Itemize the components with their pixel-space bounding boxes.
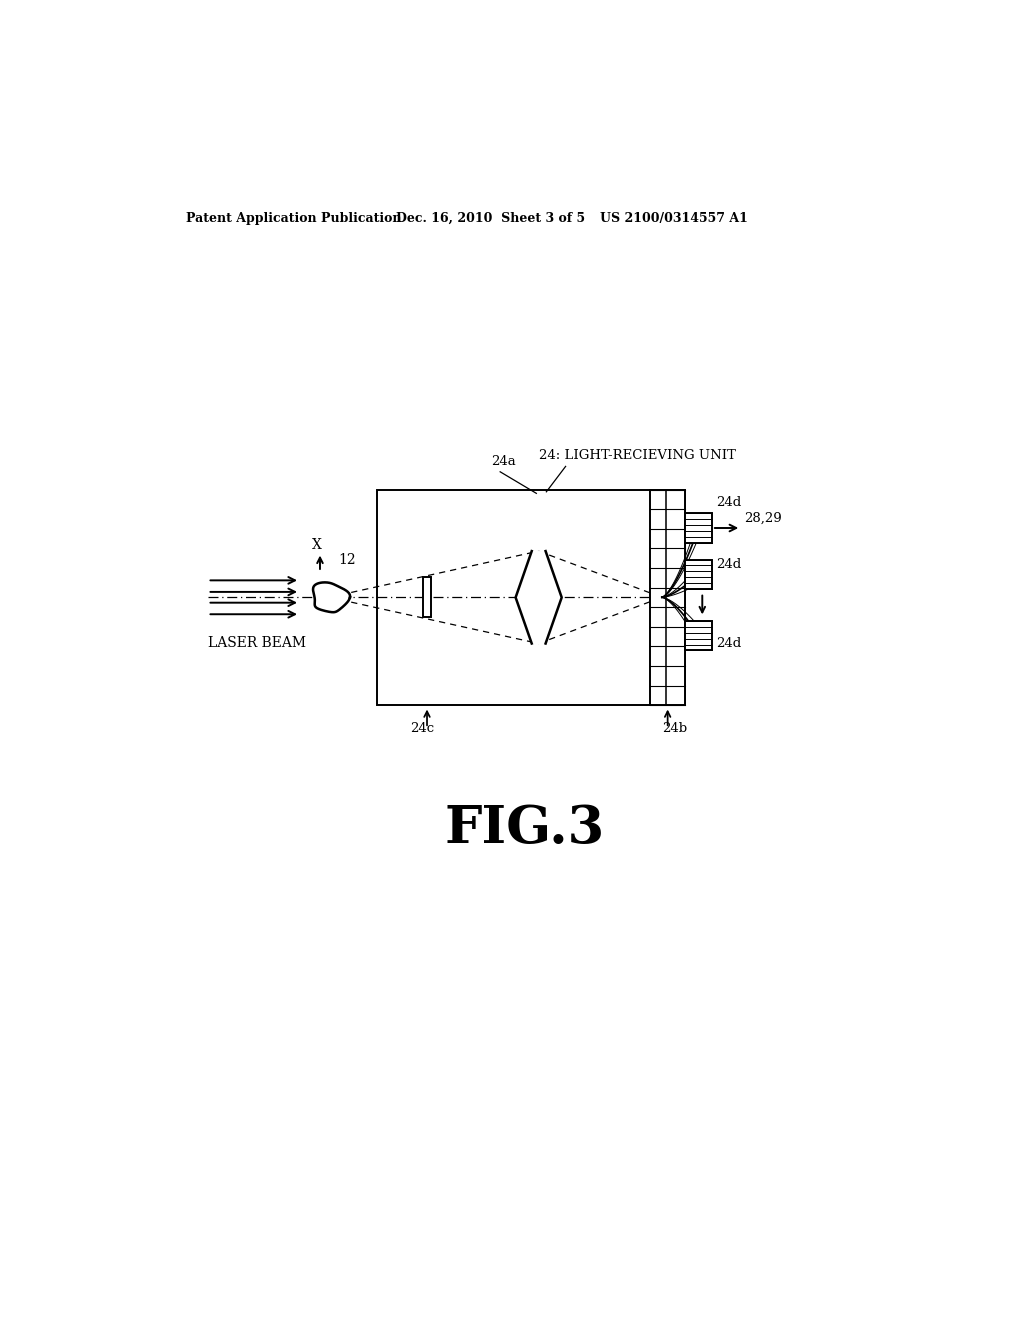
Text: 24c: 24c <box>410 722 434 735</box>
Text: FIG.3: FIG.3 <box>444 803 605 854</box>
Bar <box>685 513 712 543</box>
Bar <box>650 490 685 705</box>
Text: 24d: 24d <box>716 636 741 649</box>
Text: 24: LIGHT-RECIEVING UNIT: 24: LIGHT-RECIEVING UNIT <box>539 449 735 462</box>
Polygon shape <box>516 552 562 644</box>
Text: 24a: 24a <box>490 455 516 467</box>
Text: X: X <box>312 539 323 552</box>
Text: LASER BEAM: LASER BEAM <box>208 636 305 651</box>
Text: Patent Application Publication: Patent Application Publication <box>186 213 401 224</box>
Text: 24b: 24b <box>663 722 687 735</box>
Text: 24d: 24d <box>716 496 741 508</box>
Bar <box>685 622 712 651</box>
Bar <box>423 577 431 618</box>
Bar <box>685 560 712 589</box>
Polygon shape <box>313 582 350 612</box>
Text: 24d: 24d <box>716 558 741 572</box>
Text: US 2100/0314557 A1: US 2100/0314557 A1 <box>600 213 749 224</box>
Bar <box>377 490 685 705</box>
Text: Dec. 16, 2010  Sheet 3 of 5: Dec. 16, 2010 Sheet 3 of 5 <box>396 213 586 224</box>
Text: 28,29: 28,29 <box>744 512 782 525</box>
Text: 12: 12 <box>339 553 356 568</box>
